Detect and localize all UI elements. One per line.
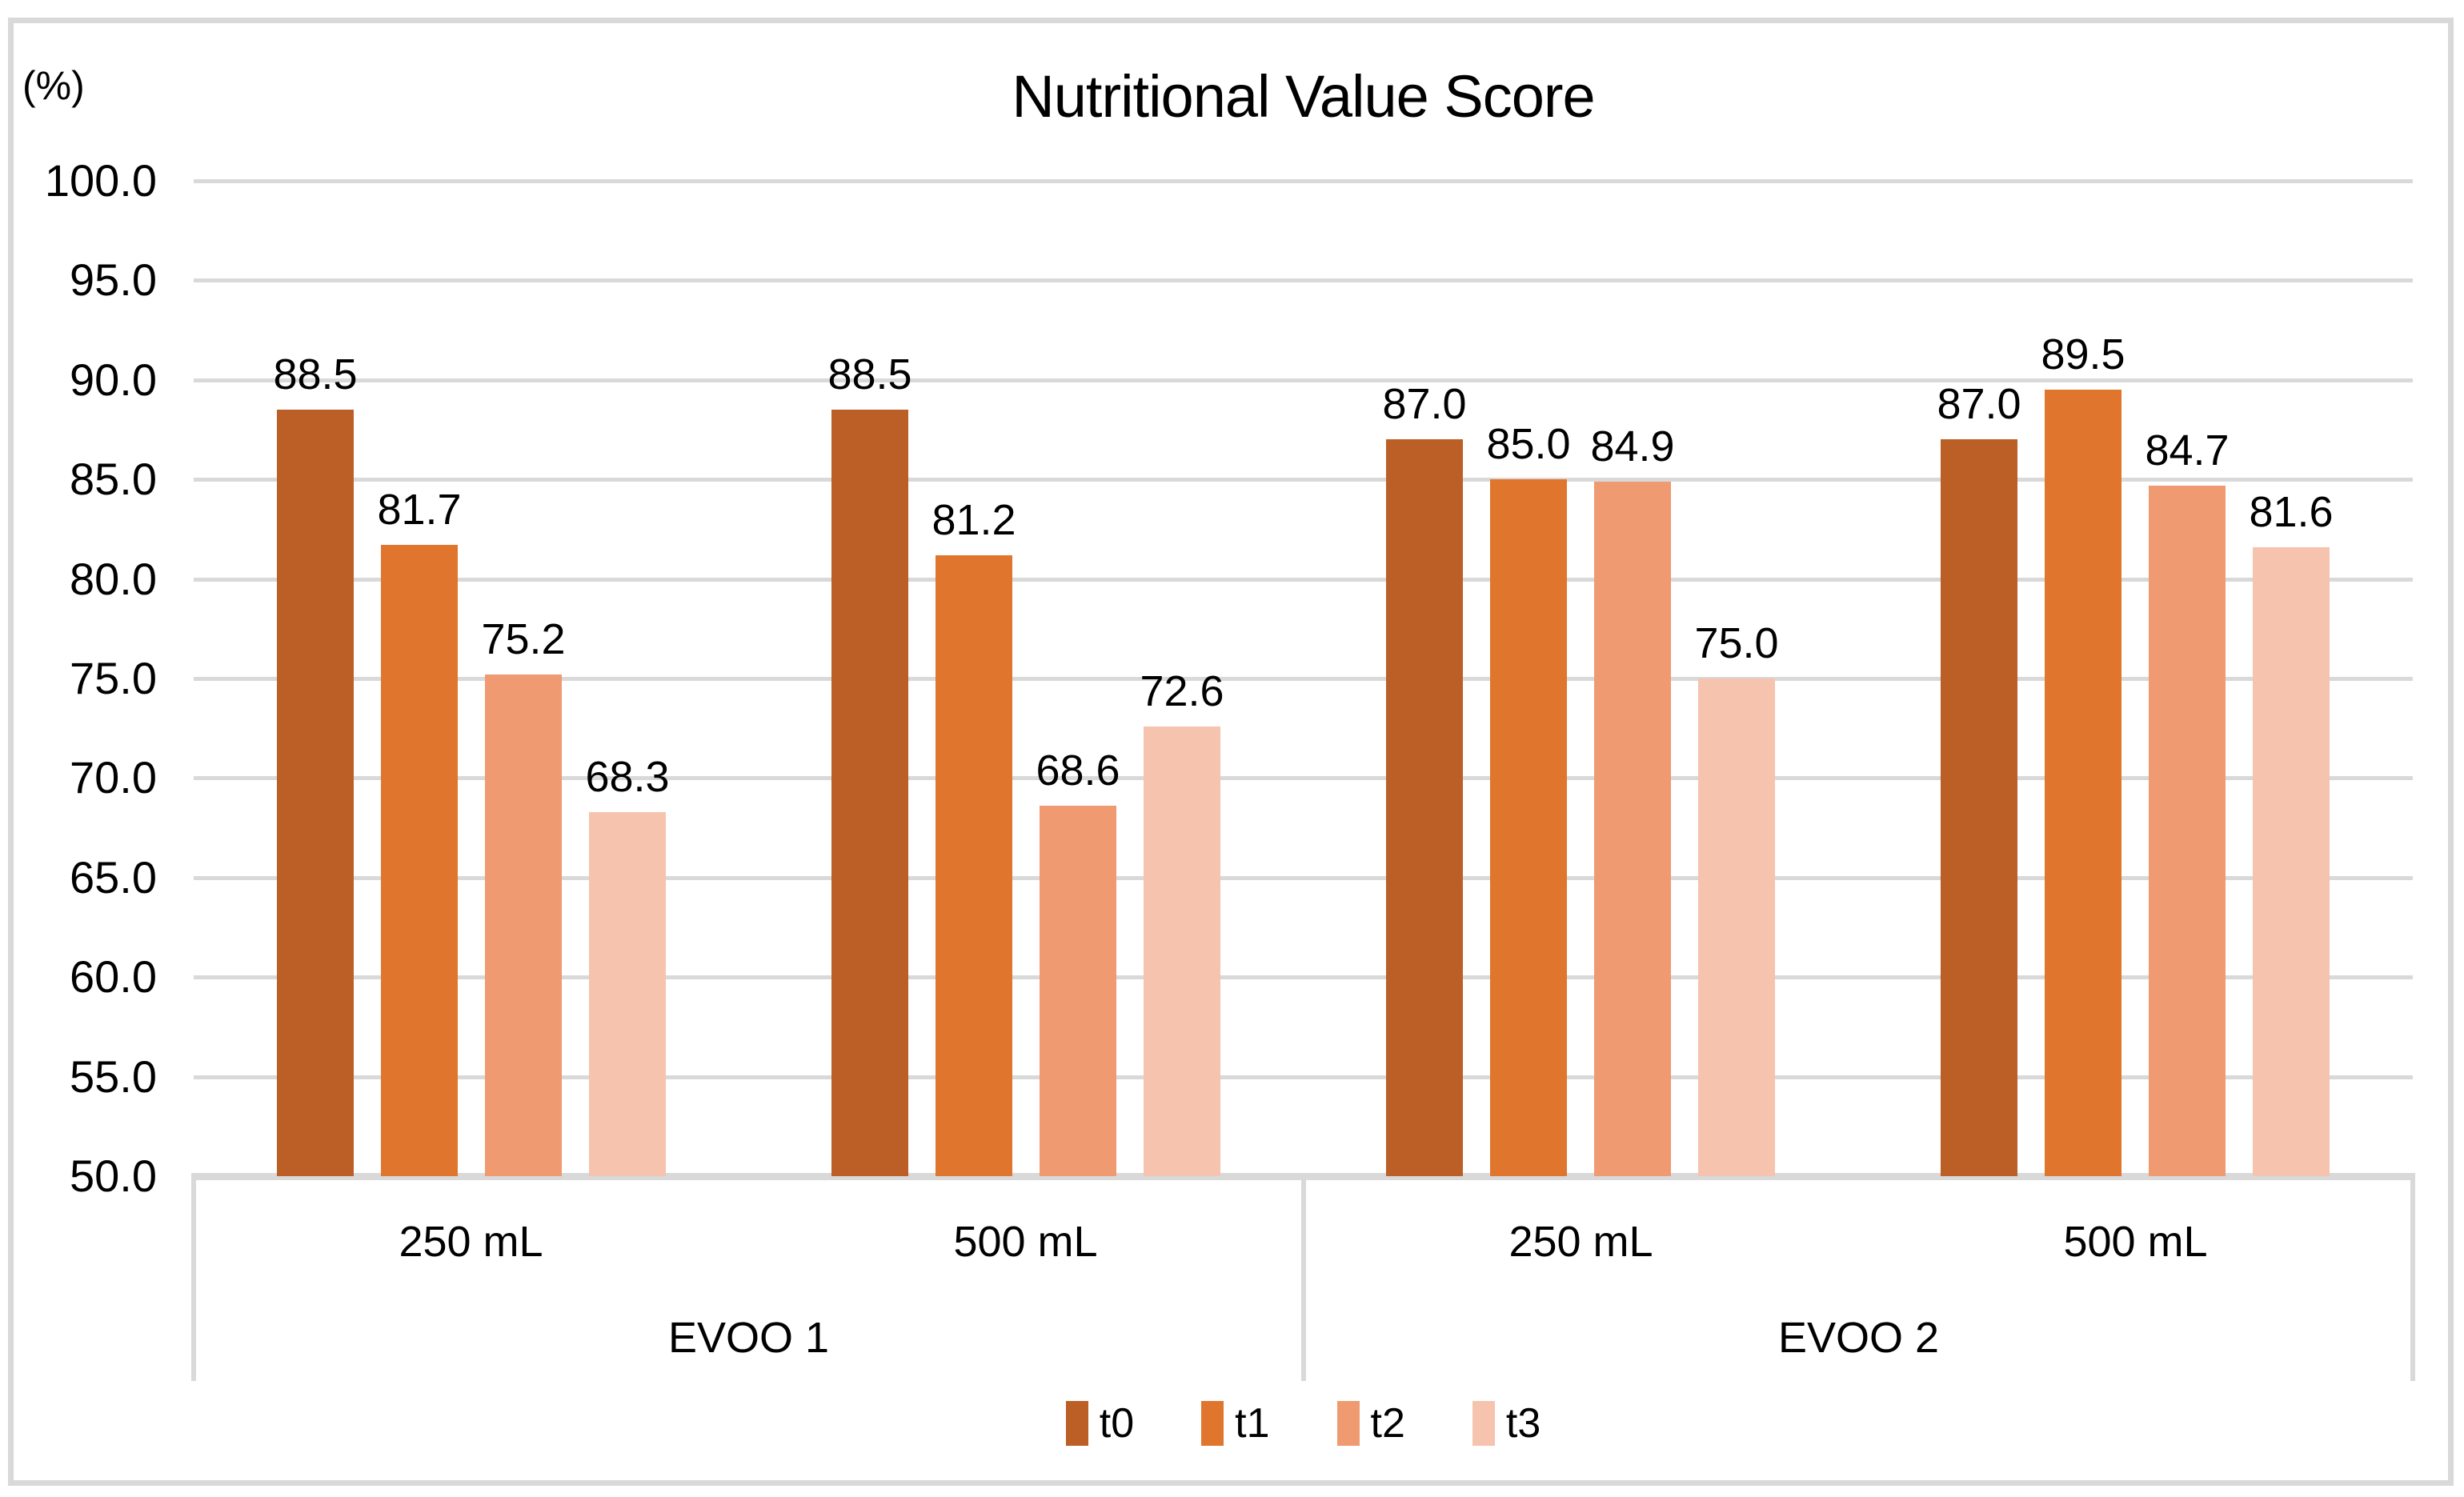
legend: t0 t1 t2 t3 [194, 1397, 2413, 1450]
bar-value-label: 85.0 [1486, 420, 1571, 468]
bar-value-label: 68.3 [585, 753, 670, 801]
bar-t0-group3 [1941, 439, 2017, 1176]
y-tick-label: 50.0 [70, 1151, 157, 1201]
gridline [194, 179, 2413, 183]
bar-value-label: 72.6 [1140, 667, 1224, 715]
bar-value-label: 84.7 [2145, 426, 2230, 474]
bar-value-label: 81.2 [932, 496, 1016, 544]
bar-t0-group1 [831, 410, 908, 1176]
legend-label: t2 [1370, 1400, 1405, 1447]
gridline [194, 378, 2413, 382]
legend-swatch-t1 [1201, 1401, 1224, 1446]
subcategory-label: 500 mL [953, 1218, 1098, 1266]
legend-swatch-t2 [1336, 1401, 1360, 1446]
y-tick-label: 75.0 [70, 653, 157, 703]
bar-value-label: 89.5 [2041, 330, 2125, 378]
legend-label: t1 [1235, 1400, 1270, 1447]
bar-value-label: 81.6 [2249, 488, 2334, 536]
y-tick-label: 90.0 [70, 354, 157, 405]
bar-t2-group3 [2149, 486, 2226, 1176]
bar-value-label: 87.0 [1937, 380, 2021, 428]
y-tick-label: 95.0 [70, 254, 157, 305]
bar-value-label: 81.7 [377, 486, 462, 534]
gridline [194, 776, 2413, 780]
bar-t0-group0 [277, 410, 354, 1176]
y-tick-label: 70.0 [70, 752, 157, 803]
gridline [194, 1075, 2413, 1079]
bar-t1-group2 [1490, 479, 1567, 1176]
bar-t3-group3 [2253, 547, 2330, 1176]
group-label: EVOO 2 [1777, 1314, 1940, 1362]
legend-label: t0 [1099, 1400, 1135, 1447]
bar-t2-group1 [1040, 806, 1116, 1176]
figure-border [8, 18, 2454, 1486]
y-tick-label: 55.0 [70, 1051, 157, 1102]
bar-value-label: 88.5 [273, 350, 358, 398]
y-tick-label: 85.0 [70, 454, 157, 504]
bar-value-label: 88.5 [827, 350, 912, 398]
legend-item: t3 [1472, 1401, 1541, 1446]
gridline [194, 876, 2413, 880]
bar-t3-group2 [1698, 678, 1775, 1176]
legend-item: t2 [1336, 1400, 1405, 1447]
gridline [194, 578, 2413, 582]
bar-t1-group3 [2045, 390, 2121, 1176]
legend-label: t3 [1505, 1400, 1541, 1447]
y-axis-unit-label: (%) [22, 63, 85, 108]
bar-value-label: 68.6 [1036, 746, 1120, 795]
subcategory-label: 500 mL [2063, 1218, 2208, 1266]
bar-value-label: 75.2 [481, 615, 566, 663]
bar-t3-group0 [589, 812, 666, 1176]
bar-value-label: 87.0 [1382, 380, 1467, 428]
legend-item: t0 [1065, 1400, 1135, 1447]
legend-swatch-t3 [1472, 1401, 1495, 1446]
bar-t1-group0 [381, 545, 458, 1176]
bar-t2-group2 [1594, 482, 1671, 1176]
category-axis-separator [1301, 1173, 1306, 1381]
bar-t1-group1 [936, 555, 1012, 1176]
bar-t3-group1 [1144, 726, 1220, 1176]
category-axis-separator [191, 1173, 196, 1381]
bar-value-label: 75.0 [1694, 619, 1779, 667]
legend-item: t1 [1201, 1400, 1270, 1447]
y-tick-label: 80.0 [70, 554, 157, 604]
subcategory-label: 250 mL [1508, 1218, 1653, 1266]
gridline [194, 478, 2413, 482]
y-tick-label: 100.0 [44, 155, 157, 206]
gridline [194, 278, 2413, 282]
bar-t2-group0 [485, 674, 562, 1176]
y-tick-label: 60.0 [70, 951, 157, 1002]
gridline [194, 975, 2413, 979]
category-axis-separator [2410, 1173, 2415, 1381]
group-label: EVOO 1 [667, 1314, 830, 1362]
legend-swatch-t0 [1065, 1401, 1088, 1446]
bar-value-label: 84.9 [1590, 422, 1675, 470]
gridline [194, 677, 2413, 681]
y-tick-label: 65.0 [70, 852, 157, 903]
bar-t0-group2 [1386, 439, 1463, 1176]
chart-title: Nutritional Value Score [1012, 63, 1595, 130]
subcategory-label: 250 mL [399, 1218, 543, 1266]
